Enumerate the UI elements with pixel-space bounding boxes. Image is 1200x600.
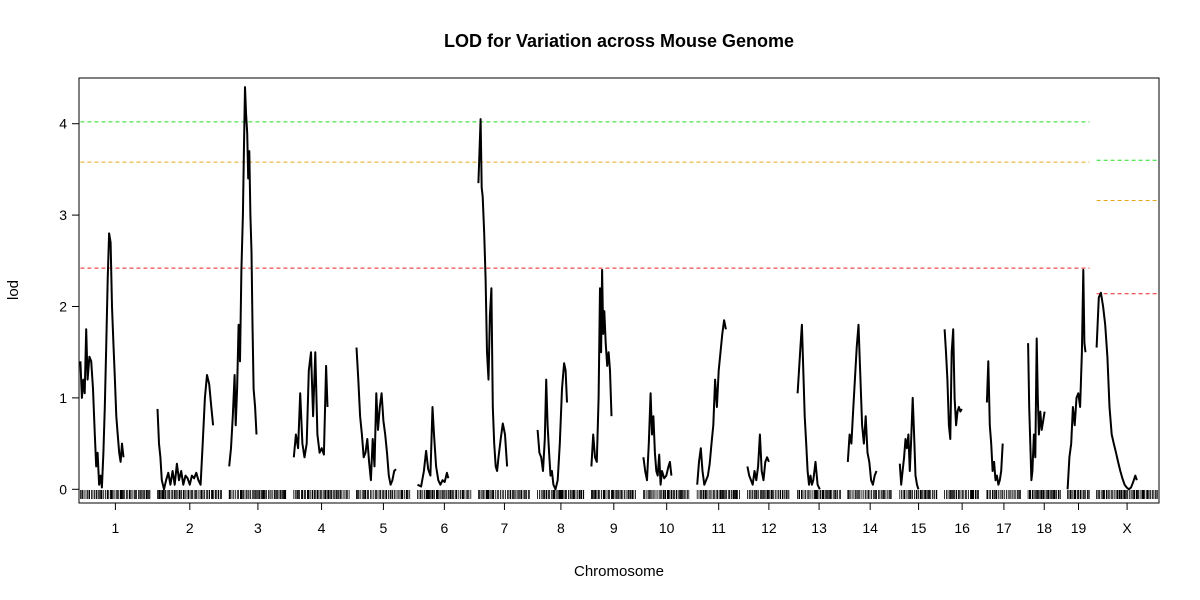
lod-line-chr-3 — [228, 86, 258, 467]
chromosome-label: X — [1122, 520, 1132, 536]
lod-line-chr-18 — [1027, 337, 1046, 482]
y-tick-label: 1 — [59, 390, 67, 406]
lod-line-chr-X — [1095, 291, 1138, 491]
chromosome-label: 9 — [610, 520, 618, 536]
lod-line-chr-9 — [590, 268, 613, 467]
chromosome-label: 7 — [501, 520, 509, 536]
chromosome-label: 2 — [186, 520, 194, 536]
chromosome-label: 5 — [380, 520, 388, 536]
chromosome-label: 12 — [761, 520, 777, 536]
chromosome-label: 16 — [954, 520, 970, 536]
chromosome-label: 17 — [996, 520, 1012, 536]
lod-line-chr-6 — [417, 406, 450, 488]
lod-line-chr-4 — [292, 351, 329, 459]
lod-line-chr-19 — [1066, 268, 1087, 490]
lod-line-chr-10 — [642, 392, 673, 486]
plot-frame — [78, 77, 1160, 504]
lod-line-chr-1 — [79, 232, 125, 489]
chromosome-label: 3 — [254, 520, 262, 536]
marker-rug — [80, 490, 1158, 499]
chart-title: LOD for Variation across Mouse Genome — [444, 31, 794, 51]
chromosome-label: 10 — [659, 520, 675, 536]
chromosome-label: 4 — [318, 520, 326, 536]
x-axis-label: Chromosome — [574, 563, 664, 580]
chromosome-label: 1 — [111, 520, 119, 536]
lod-line-chr-17 — [985, 360, 1004, 486]
lod-line-chr-5 — [355, 347, 397, 486]
lod-line-chr-2 — [156, 374, 215, 491]
chromosome-label: 15 — [911, 520, 927, 536]
chromosome-label: 11 — [711, 520, 726, 536]
chromosome-label: 14 — [862, 520, 878, 536]
lod-line-chr-14 — [846, 323, 878, 486]
chromosome-label: 18 — [1036, 520, 1052, 536]
lod-line-chr-8 — [536, 362, 568, 491]
lod-line-chr-11 — [696, 319, 727, 486]
lod-line-chr-12 — [746, 433, 770, 486]
lod-line-chr-7 — [477, 118, 509, 472]
lod-line-chr-13 — [796, 323, 821, 490]
chromosome-label: 6 — [440, 520, 448, 536]
chromosome-label: 8 — [557, 520, 565, 536]
chromosome-label: 19 — [1071, 520, 1087, 536]
y-tick-label: 4 — [59, 116, 67, 132]
y-tick-label: 2 — [59, 298, 67, 314]
lod-line-chr-16 — [943, 328, 963, 440]
y-axis-label: lod — [5, 280, 22, 300]
lod-curves — [79, 86, 1138, 491]
rug-ticks — [80, 490, 1158, 499]
x-axis: 1 2 3 4 5 6 7 8 9 10 11 12 13 14 15 16 17 18 19 X — [111, 503, 1132, 536]
y-axis: 0 1 2 3 4 — [59, 116, 79, 497]
chromosome-label: 13 — [811, 520, 827, 536]
y-tick-label: 0 — [59, 481, 67, 497]
y-tick-label: 3 — [59, 207, 67, 223]
lod-line-chr-15 — [898, 396, 920, 490]
